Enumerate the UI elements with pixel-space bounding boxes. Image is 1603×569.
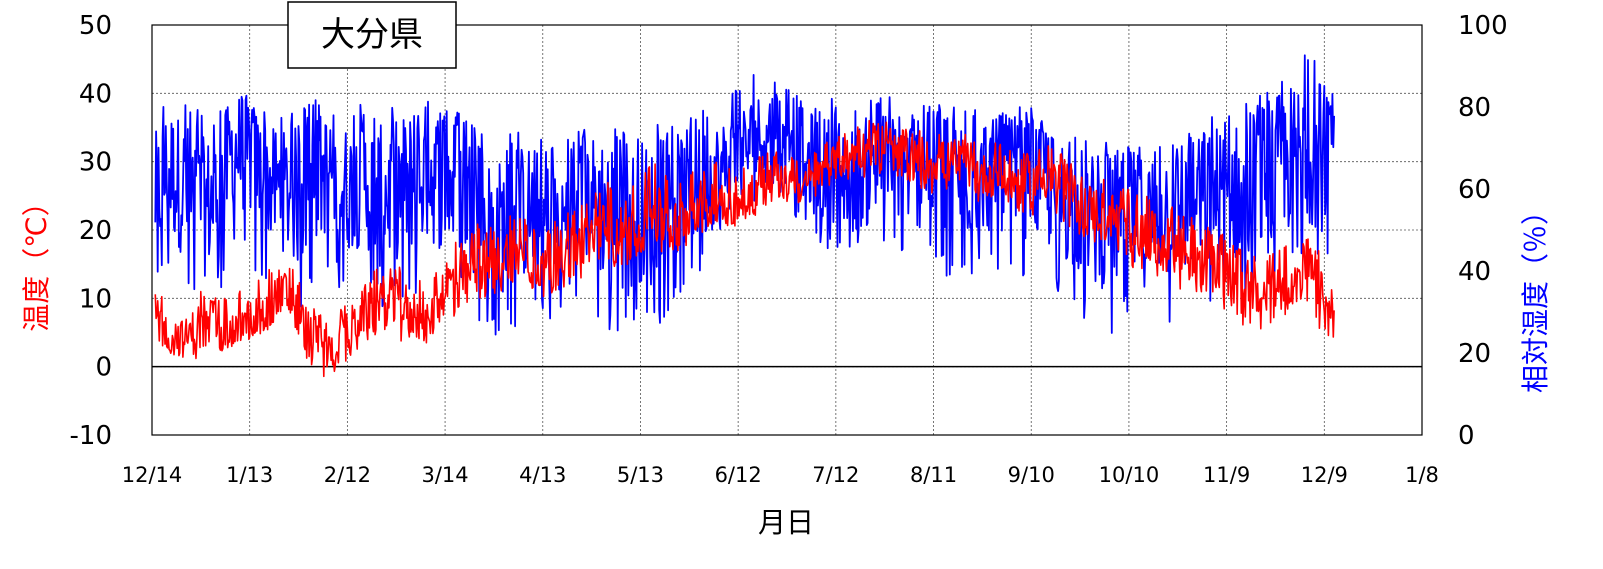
right-tick-label: 100 (1458, 11, 1508, 41)
right-axis-ticks: 0 20 40 60 80 100 (1458, 11, 1508, 451)
left-axis-label: 温度（℃） (20, 188, 53, 331)
x-tick-label: 8/11 (910, 463, 957, 487)
humidity-series (154, 54, 1335, 336)
right-tick-label: 0 (1458, 421, 1475, 451)
x-tick-label: 12/9 (1301, 463, 1348, 487)
right-tick-label: 60 (1458, 175, 1491, 205)
left-tick-label: 10 (79, 284, 112, 314)
left-tick-label: 20 (79, 216, 112, 246)
x-tick-label: 3/14 (421, 463, 468, 487)
x-tick-label: 5/13 (617, 463, 664, 487)
x-tick-label: 10/10 (1099, 463, 1160, 487)
temperature-series (154, 119, 1335, 378)
x-tick-label: 7/12 (812, 463, 859, 487)
x-tick-label: 9/10 (1008, 463, 1055, 487)
x-tick-label: 4/13 (519, 463, 566, 487)
x-tick-label: 1/13 (226, 463, 273, 487)
x-tick-label: 1/8 (1405, 463, 1439, 487)
right-tick-label: 40 (1458, 257, 1491, 287)
x-axis-label: 月日 (758, 506, 814, 539)
left-tick-label: 0 (95, 353, 112, 383)
left-tick-label: 30 (79, 148, 112, 178)
right-tick-label: 80 (1458, 93, 1491, 123)
temperature-line (154, 119, 1335, 378)
title-box: 大分県 (287, 1, 457, 69)
x-tick-label: 12/14 (122, 463, 183, 487)
plot-frame (151, 24, 1423, 436)
x-tick-label: 6/12 (715, 463, 762, 487)
chart-title: 大分県 (321, 15, 423, 55)
left-tick-label: -10 (70, 421, 112, 451)
right-axis-label: 相対湿度（％） (1519, 197, 1552, 393)
right-tick-label: 20 (1458, 339, 1491, 369)
left-tick-label: 40 (79, 79, 112, 109)
x-tick-label: 2/12 (324, 463, 371, 487)
x-tick-label: 11/9 (1203, 463, 1250, 487)
left-axis-ticks: -10 0 10 20 30 40 50 (70, 11, 112, 451)
x-axis-ticks: 12/14 1/13 2/12 3/14 4/13 5/13 6/12 7/12 8/11 9/1… (122, 463, 1439, 487)
left-tick-label: 50 (79, 11, 112, 41)
humidity-line (154, 54, 1335, 336)
